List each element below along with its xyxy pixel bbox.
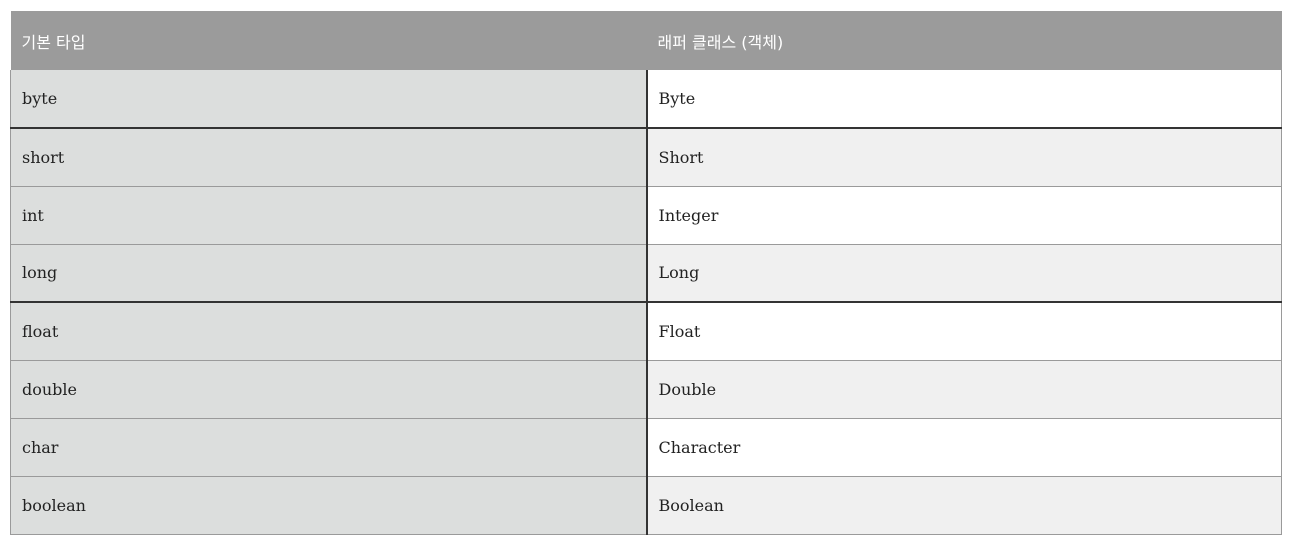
- table-row: byte Byte: [10, 70, 1282, 129]
- table-row: char Character: [10, 418, 1282, 477]
- wrapper-class-cell: Float: [646, 302, 1282, 361]
- table-row: double Double: [10, 360, 1282, 419]
- header-primitive-type: 기본 타입: [10, 11, 647, 70]
- primitive-type-cell: float: [10, 302, 648, 361]
- primitive-type-cell: short: [10, 128, 648, 187]
- wrapper-class-cell: Byte: [646, 70, 1282, 129]
- header-wrapper-class: 래퍼 클래스 (객체): [646, 11, 1282, 70]
- wrapper-class-cell: Integer: [646, 186, 1282, 245]
- table-row: long Long: [10, 244, 1282, 303]
- primitive-type-cell: int: [10, 186, 648, 245]
- table-row: int Integer: [10, 186, 1282, 245]
- primitive-type-cell: byte: [10, 70, 648, 129]
- primitive-type-cell: long: [10, 244, 648, 303]
- primitive-type-cell: double: [10, 360, 648, 419]
- wrapper-class-cell: Double: [646, 360, 1282, 419]
- primitive-type-cell: char: [10, 418, 648, 477]
- wrapper-class-cell: Long: [646, 244, 1282, 303]
- wrapper-class-cell: Character: [646, 418, 1282, 477]
- table-row: boolean Boolean: [10, 476, 1282, 535]
- primitive-type-cell: boolean: [10, 476, 648, 535]
- table-row: float Float: [10, 302, 1282, 361]
- table-header-row: 기본 타입 래퍼 클래스 (객체): [10, 11, 1282, 70]
- wrapper-class-cell: Short: [646, 128, 1282, 187]
- wrapper-class-table: 기본 타입 래퍼 클래스 (객체) byte Byte short Short …: [10, 11, 1282, 535]
- wrapper-class-cell: Boolean: [646, 476, 1282, 535]
- table-row: short Short: [10, 128, 1282, 187]
